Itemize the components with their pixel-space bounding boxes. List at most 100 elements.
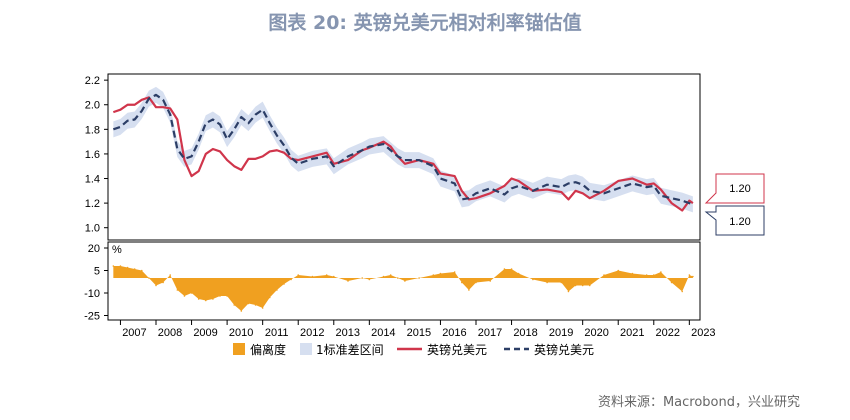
legend: 偏离度 1标准差区间 英镑兑美元 英镑兑美元 bbox=[233, 342, 594, 357]
deviation-point bbox=[268, 296, 271, 299]
deviation-point bbox=[361, 277, 364, 279]
x-tick-label: 2019 bbox=[549, 327, 573, 339]
deviation-point bbox=[418, 277, 420, 279]
deviation-point bbox=[503, 268, 506, 270]
deviation-point bbox=[347, 280, 349, 282]
deviation-point bbox=[169, 274, 172, 276]
x-tick-label: 2018 bbox=[513, 327, 537, 339]
deviation-point bbox=[254, 304, 257, 306]
deviation-point bbox=[468, 289, 470, 291]
deviation-point bbox=[389, 274, 392, 276]
x-tick-label: 2015 bbox=[407, 327, 431, 339]
deviation-point bbox=[645, 274, 648, 276]
series-line-layer bbox=[112, 93, 694, 212]
deviation-point bbox=[283, 283, 285, 285]
deviation-point bbox=[140, 269, 143, 272]
x-tick-label: 2022 bbox=[656, 327, 680, 339]
upper-y-tick-label: 1.2 bbox=[85, 198, 100, 210]
x-axis: 2007 2008 2009 2010 2011 2012 2013 2014 2015 2016… bbox=[119, 320, 716, 339]
deviation-point bbox=[368, 278, 371, 281]
deviation-point bbox=[190, 292, 193, 294]
series-line-model bbox=[112, 93, 694, 206]
deviation-point bbox=[652, 274, 655, 276]
upper-y-tick-label: 1.4 bbox=[85, 174, 100, 186]
x-tick-label: 2023 bbox=[691, 327, 715, 339]
lower-y-axis: 20 5 -10 -25 bbox=[84, 243, 108, 323]
deviation-point bbox=[155, 284, 157, 287]
deviation-point bbox=[148, 277, 150, 279]
upper-y-tick-label: 1.6 bbox=[85, 149, 100, 161]
upper-y-tick-label: 1.8 bbox=[85, 124, 100, 136]
legend-label-band: 1标准差区间 bbox=[316, 343, 384, 357]
x-tick-label: 2008 bbox=[158, 327, 182, 339]
legend-label-actual: 英镑兑美元 bbox=[427, 342, 487, 357]
deviation-point bbox=[183, 295, 186, 297]
deviation-point bbox=[453, 271, 456, 273]
deviation-point bbox=[126, 266, 129, 269]
deviation-point bbox=[432, 274, 435, 276]
deviation-point bbox=[574, 284, 577, 287]
deviation-point bbox=[119, 265, 122, 267]
deviation-point bbox=[581, 284, 584, 287]
deviation-point bbox=[560, 281, 563, 284]
deviation-point bbox=[233, 304, 236, 306]
x-tick-label: 2017 bbox=[478, 327, 502, 339]
deviation-point bbox=[439, 272, 442, 275]
lower-y-tick-label: 5 bbox=[94, 266, 100, 278]
deviation-area-layer bbox=[112, 265, 694, 312]
deviation-point bbox=[290, 278, 292, 281]
end-label-model: 1.20 bbox=[729, 216, 750, 228]
end-label-actual: 1.20 bbox=[729, 183, 750, 195]
x-tick-label: 2020 bbox=[584, 327, 608, 339]
lower-panel-frame bbox=[107, 241, 701, 321]
deviation-point bbox=[631, 272, 634, 275]
deviation-point bbox=[692, 275, 694, 278]
legend-swatch-band bbox=[300, 343, 312, 355]
deviation-point bbox=[240, 310, 243, 312]
deviation-point bbox=[546, 281, 548, 284]
lower-y-tick-label: -10 bbox=[84, 288, 100, 300]
deviation-point bbox=[204, 299, 207, 302]
deviation-point bbox=[681, 290, 684, 293]
x-tick-label: 2014 bbox=[371, 327, 395, 339]
deviation-point bbox=[247, 302, 250, 305]
std-band bbox=[113, 86, 693, 213]
x-tick-label: 2012 bbox=[300, 327, 324, 339]
upper-y-axis: 1.0 1.2 1.4 1.6 1.8 2.0 2.2 bbox=[85, 75, 108, 235]
deviation-point bbox=[261, 307, 264, 309]
deviation-point bbox=[197, 298, 200, 300]
x-tick-label: 2011 bbox=[265, 327, 289, 339]
source-note: 资料来源：Macrobond，兴业研究 bbox=[597, 395, 800, 410]
upper-y-tick-label: 2.0 bbox=[85, 100, 100, 112]
lower-y-tick-label: 20 bbox=[88, 243, 100, 255]
deviation-point bbox=[475, 281, 477, 284]
deviation-point bbox=[219, 295, 221, 297]
x-tick-label: 2021 bbox=[620, 327, 644, 339]
x-tick-label: 2009 bbox=[193, 327, 217, 339]
deviation-point bbox=[162, 281, 164, 284]
deviation-point bbox=[176, 289, 179, 291]
upper-y-tick-label: 1.0 bbox=[85, 223, 100, 235]
deviation-point bbox=[603, 274, 605, 276]
lower-y-tick-label: -25 bbox=[84, 311, 100, 323]
deviation-point bbox=[332, 275, 335, 278]
x-tick-label: 2013 bbox=[336, 327, 360, 339]
chart-title: 图表 20: 英镑兑美元相对利率锚估值 bbox=[268, 12, 582, 34]
end-callout-model: 1.20 bbox=[704, 205, 765, 236]
deviation-point bbox=[567, 290, 570, 293]
deviation-point bbox=[297, 274, 300, 276]
deviation-point bbox=[660, 271, 662, 273]
deviation-point bbox=[226, 295, 228, 297]
deviation-point bbox=[617, 269, 620, 272]
deviation-point bbox=[517, 272, 520, 275]
deviation-point bbox=[382, 275, 385, 278]
legend-label-deviation: 偏离度 bbox=[250, 342, 286, 357]
legend-label-model: 英镑兑美元 bbox=[534, 342, 594, 357]
deviation-point bbox=[670, 281, 673, 284]
deviation-point bbox=[404, 280, 406, 282]
upper-panel-frame bbox=[107, 73, 701, 241]
x-tick-label: 2007 bbox=[122, 327, 146, 339]
upper-y-tick-label: 2.2 bbox=[85, 75, 100, 87]
deviation-point bbox=[489, 280, 492, 282]
